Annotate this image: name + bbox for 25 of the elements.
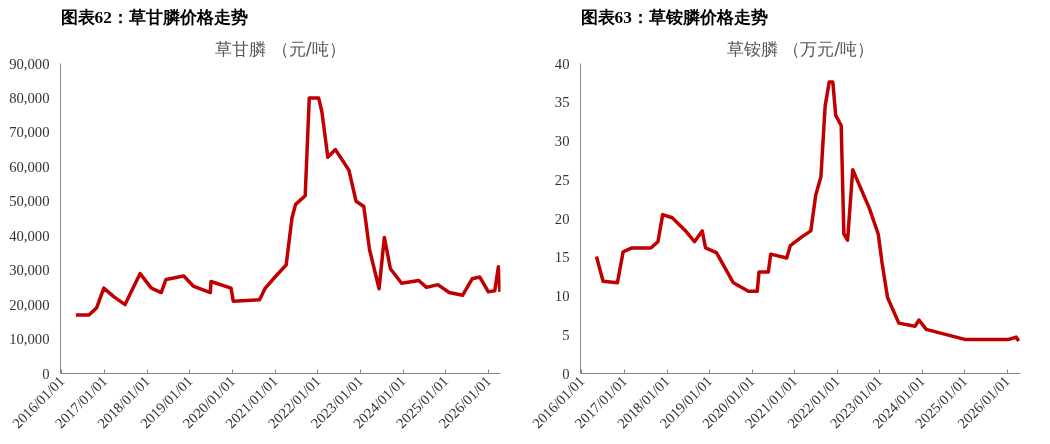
y-tick-label: 25 <box>554 171 570 188</box>
y-tick-label: 0 <box>42 365 50 382</box>
y-tick-label: 35 <box>554 94 570 111</box>
chart-title: 图表63：草铵膦价格走势 <box>580 7 768 27</box>
y-tick-label: 20 <box>554 210 570 227</box>
y-tick-label: 70,000 <box>9 124 50 141</box>
chart-title: 图表62：草甘膦价格走势 <box>60 7 248 27</box>
chart-subtitle: 草甘膦 （元/吨） <box>215 38 346 59</box>
y-tick-label: 60,000 <box>9 158 50 175</box>
chart-subtitle: 草铵膦 （万元/吨） <box>726 38 875 59</box>
y-tick-label: 5 <box>562 326 570 343</box>
y-tick-label: 10 <box>554 288 570 304</box>
y-tick-label: 10,000 <box>9 331 50 348</box>
y-tick-label: 40 <box>554 55 570 72</box>
y-tick-label: 80,000 <box>9 89 50 106</box>
y-tick-label: 90,000 <box>9 55 50 72</box>
line-series <box>74 96 501 317</box>
y-tick-label: 0 <box>562 365 570 382</box>
y-tick-label: 20,000 <box>9 296 50 313</box>
y-tick-label: 40,000 <box>9 227 50 244</box>
y-tick-label: 50,000 <box>9 193 50 210</box>
y-tick-label: 30 <box>554 133 570 149</box>
line-series <box>594 80 1021 343</box>
y-tick-label: 30,000 <box>9 262 50 279</box>
y-tick-label: 15 <box>554 249 570 266</box>
